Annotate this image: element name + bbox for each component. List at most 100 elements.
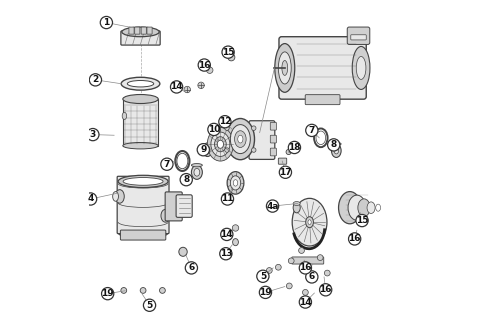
FancyBboxPatch shape — [117, 176, 169, 234]
Circle shape — [180, 174, 192, 186]
Ellipse shape — [121, 77, 160, 90]
Text: 1: 1 — [104, 18, 110, 27]
Text: 9: 9 — [200, 145, 206, 154]
Ellipse shape — [230, 176, 240, 190]
Circle shape — [288, 258, 294, 264]
Ellipse shape — [275, 43, 295, 92]
Circle shape — [320, 284, 332, 296]
Ellipse shape — [122, 27, 159, 37]
Circle shape — [300, 262, 312, 274]
Circle shape — [276, 264, 281, 270]
Text: 3: 3 — [90, 130, 96, 139]
Circle shape — [266, 200, 278, 212]
Circle shape — [222, 46, 234, 58]
Text: 14: 14 — [220, 230, 233, 239]
Text: 18: 18 — [288, 143, 300, 152]
Ellipse shape — [202, 143, 212, 156]
FancyBboxPatch shape — [249, 121, 275, 159]
Text: 17: 17 — [279, 168, 291, 177]
Ellipse shape — [205, 146, 210, 153]
Ellipse shape — [112, 192, 118, 201]
Text: 14: 14 — [170, 82, 183, 91]
Ellipse shape — [217, 140, 224, 148]
Ellipse shape — [123, 95, 158, 104]
Ellipse shape — [179, 247, 187, 256]
Ellipse shape — [232, 239, 238, 246]
Ellipse shape — [230, 125, 250, 154]
Text: 13: 13 — [220, 249, 232, 258]
Ellipse shape — [278, 52, 291, 84]
Circle shape — [232, 225, 238, 231]
Ellipse shape — [227, 172, 244, 194]
Circle shape — [220, 228, 233, 241]
Ellipse shape — [292, 198, 327, 246]
Circle shape — [184, 86, 190, 93]
Circle shape — [198, 82, 204, 89]
Circle shape — [266, 268, 272, 273]
Circle shape — [328, 139, 340, 151]
Circle shape — [86, 128, 99, 141]
FancyBboxPatch shape — [134, 27, 140, 34]
Circle shape — [257, 270, 269, 282]
Circle shape — [102, 288, 114, 300]
Ellipse shape — [226, 118, 254, 160]
Circle shape — [198, 59, 210, 71]
Text: 11: 11 — [221, 194, 234, 204]
FancyBboxPatch shape — [120, 230, 166, 240]
FancyBboxPatch shape — [279, 37, 366, 99]
Circle shape — [206, 67, 213, 73]
Ellipse shape — [338, 192, 361, 224]
Circle shape — [161, 158, 173, 170]
Circle shape — [348, 233, 361, 245]
Circle shape — [90, 74, 102, 86]
Circle shape — [160, 288, 166, 293]
Text: 15: 15 — [222, 48, 234, 57]
Ellipse shape — [367, 202, 375, 213]
Ellipse shape — [118, 227, 168, 239]
Ellipse shape — [306, 217, 314, 228]
Ellipse shape — [118, 175, 168, 187]
Ellipse shape — [128, 80, 154, 87]
Text: 6: 6 — [188, 263, 194, 272]
Text: 19: 19 — [259, 288, 272, 297]
Circle shape — [324, 270, 330, 276]
Circle shape — [302, 289, 308, 295]
FancyBboxPatch shape — [147, 27, 152, 34]
Circle shape — [320, 287, 326, 293]
Circle shape — [298, 248, 304, 253]
Text: 4a: 4a — [266, 202, 279, 211]
Circle shape — [84, 193, 96, 205]
Circle shape — [252, 148, 256, 152]
Text: 8: 8 — [183, 175, 190, 184]
Ellipse shape — [293, 202, 300, 205]
FancyBboxPatch shape — [121, 31, 160, 45]
Ellipse shape — [332, 144, 341, 157]
Ellipse shape — [192, 165, 202, 179]
Circle shape — [197, 144, 209, 156]
Text: 15: 15 — [356, 216, 368, 225]
Ellipse shape — [234, 180, 238, 186]
Ellipse shape — [194, 168, 200, 176]
Text: 7: 7 — [164, 160, 170, 169]
Text: 16: 16 — [320, 285, 332, 294]
Circle shape — [140, 288, 146, 293]
Text: 16: 16 — [198, 61, 210, 70]
Ellipse shape — [211, 132, 230, 156]
Circle shape — [224, 126, 229, 130]
Circle shape — [222, 193, 234, 205]
Circle shape — [224, 148, 229, 152]
FancyBboxPatch shape — [305, 95, 340, 105]
Circle shape — [144, 299, 156, 311]
FancyBboxPatch shape — [270, 135, 276, 143]
Circle shape — [208, 123, 220, 136]
Ellipse shape — [282, 61, 288, 75]
Ellipse shape — [238, 135, 243, 143]
FancyBboxPatch shape — [347, 27, 370, 44]
Circle shape — [220, 248, 232, 260]
Text: 16: 16 — [299, 263, 312, 272]
FancyBboxPatch shape — [270, 148, 276, 156]
Circle shape — [260, 286, 272, 298]
Circle shape — [121, 288, 126, 293]
Text: 14: 14 — [299, 298, 312, 307]
Ellipse shape — [332, 142, 341, 146]
